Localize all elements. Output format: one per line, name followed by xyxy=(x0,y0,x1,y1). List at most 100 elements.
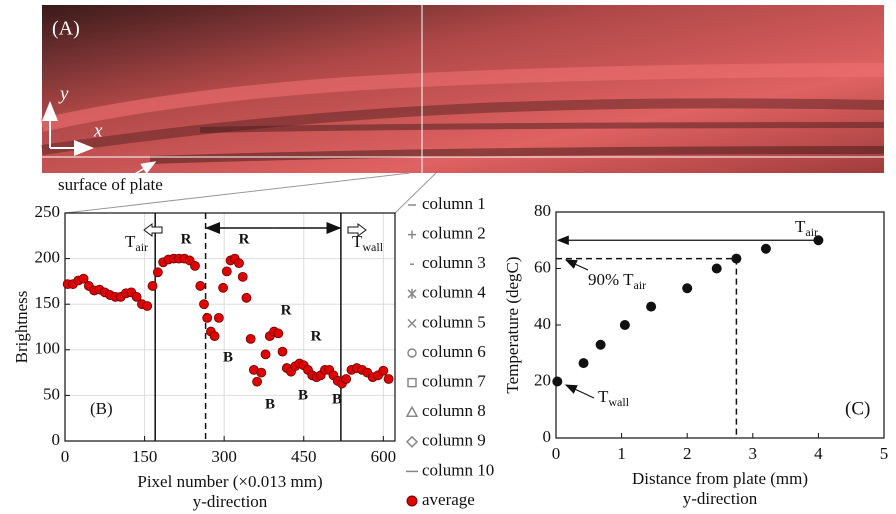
data-point xyxy=(131,292,142,302)
data-point xyxy=(252,376,262,387)
x-axis-label: y-direction xyxy=(193,492,268,511)
boundary-label-main: T xyxy=(352,232,363,251)
panel-label: (B) xyxy=(90,399,113,418)
data-point xyxy=(260,349,271,360)
legend-label: column 5 xyxy=(422,312,486,331)
legend-marker xyxy=(407,377,417,388)
x-tick-label: 0 xyxy=(552,444,561,463)
annotation-arrow xyxy=(564,384,595,399)
y-tick-label: 50 xyxy=(43,384,60,403)
data-point xyxy=(221,266,232,277)
boundary-label-main: 90% T xyxy=(588,270,634,289)
boundary-label-main: T xyxy=(598,387,609,406)
data-point xyxy=(218,282,229,293)
boundary-label: Tair xyxy=(795,217,818,239)
data-point xyxy=(142,301,153,311)
y-tick-label: 100 xyxy=(35,339,61,358)
data-point xyxy=(552,376,563,387)
data-point xyxy=(595,339,606,350)
boundary-label-main: T xyxy=(125,232,136,251)
y-tick-label: 0 xyxy=(52,430,61,449)
y-tick-label: 0 xyxy=(543,427,552,446)
caption: surface of plate xyxy=(58,175,163,194)
boundary-label: Twall xyxy=(352,232,384,254)
data-point xyxy=(78,273,89,284)
region-label: B xyxy=(265,396,275,412)
x-tick-label: 1 xyxy=(617,444,626,463)
legend-marker xyxy=(407,318,417,328)
boundary-label-main: T xyxy=(795,217,806,236)
legend-marker xyxy=(405,405,419,417)
plot-frame xyxy=(555,211,885,439)
data-point xyxy=(378,365,389,376)
y-axis-label: Brightness xyxy=(12,291,31,364)
legend-label: column 10 xyxy=(422,460,494,479)
stripe xyxy=(41,98,885,155)
axis-letter: x xyxy=(93,120,103,141)
zoom-line xyxy=(394,172,437,214)
x-tick-label: 5 xyxy=(880,444,889,463)
legend-marker xyxy=(406,495,418,507)
data-point xyxy=(578,358,589,369)
region-label: R xyxy=(311,328,322,344)
legend-label: column 3 xyxy=(422,253,486,272)
data-point xyxy=(619,320,630,330)
y-tick-label: 200 xyxy=(35,248,61,267)
data-point xyxy=(711,263,722,274)
region-label: R xyxy=(181,231,192,247)
boundary-label-sub: air xyxy=(135,240,148,254)
data-point xyxy=(383,374,394,384)
hollow-arrow xyxy=(143,223,163,237)
x-tick-label: 0 xyxy=(61,447,70,466)
data-point xyxy=(213,312,224,323)
legend-label: column 9 xyxy=(422,431,486,450)
data-point xyxy=(646,301,657,312)
data-point xyxy=(277,346,288,357)
plot-frame xyxy=(64,212,396,442)
y-tick-label: 60 xyxy=(534,257,551,276)
x-tick-label: 300 xyxy=(211,447,237,466)
data-point xyxy=(199,299,209,310)
data-point xyxy=(190,260,200,271)
y-tick-label: 20 xyxy=(534,370,551,389)
data-point xyxy=(209,331,220,342)
data-point xyxy=(195,281,206,291)
x-tick-label: 3 xyxy=(749,444,758,463)
boundary-label-sub: wall xyxy=(362,240,383,254)
legend-marker xyxy=(405,435,419,448)
y-axis-label: Temperature (degC) xyxy=(503,256,522,393)
legend-label: column 1 xyxy=(422,194,486,213)
data-point xyxy=(256,367,267,378)
y-tick-label: 80 xyxy=(534,201,551,220)
data-point xyxy=(241,292,252,303)
region-label: R xyxy=(281,302,292,318)
region-label: R xyxy=(239,231,250,247)
boundary-label-sub: wall xyxy=(608,395,629,409)
data-point xyxy=(760,243,771,254)
boundary-label-sub: air xyxy=(805,225,818,239)
x-axis-label: Pixel number (×0.013 mm) xyxy=(137,472,322,491)
data-point xyxy=(147,281,158,291)
annotation-arrow xyxy=(564,259,589,271)
x-tick-label: 150 xyxy=(132,447,158,466)
y-tick-label: 40 xyxy=(534,314,551,333)
data-point xyxy=(682,283,693,294)
panel-label: (C) xyxy=(845,398,870,419)
data-point xyxy=(202,312,213,323)
image xyxy=(42,5,884,173)
legend-marker xyxy=(408,230,416,239)
stripe xyxy=(199,122,885,133)
data-point xyxy=(152,267,163,278)
stripe xyxy=(40,63,885,132)
x-axis-label: Distance from plate (mm) xyxy=(632,469,808,488)
zoom-line xyxy=(64,172,411,214)
boundary-label-sub: air xyxy=(634,278,647,292)
data-point xyxy=(273,328,284,339)
data-point xyxy=(341,374,352,384)
data-point xyxy=(234,258,244,269)
region-label: B xyxy=(223,349,233,365)
data-point xyxy=(245,333,256,344)
x-axis-label: y-direction xyxy=(683,489,758,508)
y-tick-label: 250 xyxy=(35,202,61,221)
